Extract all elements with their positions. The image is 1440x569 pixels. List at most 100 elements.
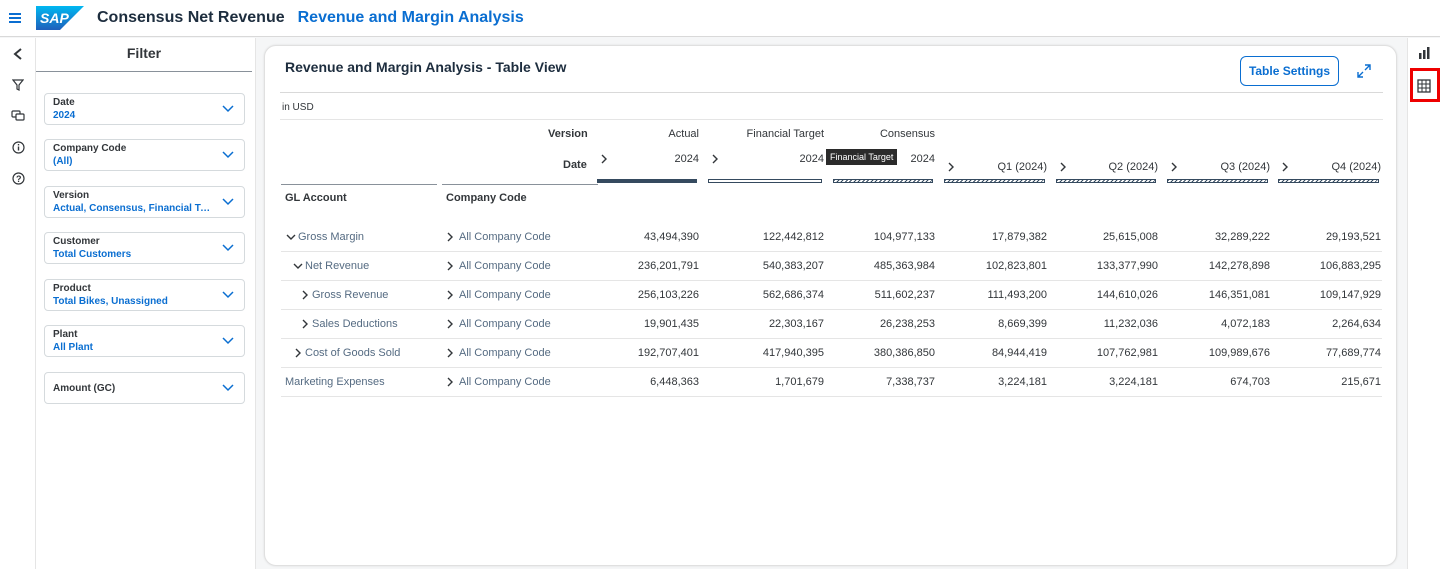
value-cell[interactable]: 77,689,774 — [1325, 347, 1381, 359]
value-cell[interactable]: 17,879,382 — [991, 231, 1047, 243]
filter-amount[interactable]: Amount (GC) — [44, 372, 245, 404]
value-cell[interactable]: 43,494,390 — [643, 231, 699, 243]
value-cell[interactable]: 19,901,435 — [643, 318, 699, 330]
value-cell[interactable]: 32,289,222 — [1214, 231, 1270, 243]
chevron-right-icon[interactable] — [445, 377, 455, 387]
gl-account-cell[interactable]: Gross Margin — [298, 231, 365, 243]
company-code-cell[interactable]: All Company Code — [459, 260, 551, 272]
fullscreen-icon[interactable] — [1357, 64, 1371, 78]
chevron-right-icon[interactable] — [599, 154, 609, 164]
value-cell[interactable]: 26,238,253 — [879, 318, 935, 330]
value-cell[interactable]: 104,977,133 — [873, 231, 935, 243]
value-cell[interactable]: 8,669,399 — [998, 318, 1047, 330]
value-cell[interactable]: 236,201,791 — [637, 260, 699, 272]
filter-label: Company Code — [53, 143, 127, 154]
filter-customer[interactable]: Customer Total Customers — [44, 232, 245, 264]
gl-account-cell[interactable]: Gross Revenue — [312, 289, 389, 301]
value-cell[interactable]: 3,224,181 — [1109, 376, 1158, 388]
chevron-down-icon[interactable] — [222, 288, 234, 300]
chevron-down-icon[interactable] — [222, 381, 234, 393]
value-cell[interactable]: 4,072,183 — [1221, 318, 1270, 330]
chevron-right-icon[interactable] — [445, 261, 455, 271]
gl-account-cell[interactable]: Cost of Goods Sold — [305, 347, 401, 359]
value-cell[interactable]: 674,703 — [1230, 376, 1270, 388]
value-cell[interactable]: 511,602,237 — [874, 289, 935, 301]
value-cell[interactable]: 22,303,167 — [768, 318, 824, 330]
company-code-cell[interactable]: All Company Code — [459, 289, 551, 301]
filter-plant[interactable]: Plant All Plant — [44, 325, 245, 357]
chevron-down-icon[interactable] — [222, 334, 234, 346]
company-code-cell[interactable]: All Company Code — [459, 318, 551, 330]
table-icon[interactable] — [1416, 78, 1432, 94]
info-icon[interactable] — [0, 137, 36, 157]
value-cell[interactable]: 256,103,226 — [637, 289, 699, 301]
chevron-right-icon[interactable] — [1058, 162, 1068, 172]
gl-account-cell[interactable]: Marketing Expenses — [285, 376, 385, 388]
collapse-icon[interactable] — [0, 44, 36, 64]
table-row-divider — [281, 309, 1382, 310]
value-cell[interactable]: 11,232,036 — [1103, 318, 1158, 330]
value-cell[interactable]: 6,448,363 — [650, 376, 699, 388]
gl-account-cell[interactable]: Net Revenue — [305, 260, 370, 272]
value-cell[interactable]: 109,989,676 — [1208, 347, 1270, 359]
value-cell[interactable]: 142,278,898 — [1208, 260, 1270, 272]
value-cell[interactable]: 122,442,812 — [762, 231, 824, 243]
chevron-right-icon[interactable] — [445, 290, 455, 300]
value-cell[interactable]: 84,944,419 — [991, 347, 1047, 359]
value-cell[interactable]: 215,671 — [1341, 376, 1381, 388]
chevron-right-icon[interactable] — [710, 154, 720, 164]
chevron-down-icon[interactable] — [293, 261, 303, 271]
filter-product[interactable]: Product Total Bikes, Unassigned — [44, 279, 245, 311]
chevron-right-icon[interactable] — [445, 232, 455, 242]
chevron-right-icon[interactable] — [445, 319, 455, 329]
chevron-right-icon[interactable] — [946, 162, 956, 172]
company-code-cell[interactable]: All Company Code — [459, 376, 551, 388]
value-cell[interactable]: 29,193,521 — [1325, 231, 1381, 243]
company-code-cell[interactable]: All Company Code — [459, 347, 551, 359]
value-cell[interactable]: 562,686,374 — [762, 289, 824, 301]
menu-icon[interactable] — [0, 0, 30, 37]
value-cell[interactable]: 1,701,679 — [775, 376, 824, 388]
value-cell[interactable]: 25,615,008 — [1102, 231, 1158, 243]
filter-version[interactable]: Version Actual, Consensus, Financial Tar… — [44, 186, 245, 218]
filter-company-code[interactable]: Company Code (All) — [44, 139, 245, 171]
value-cell[interactable]: 102,823,801 — [985, 260, 1047, 272]
value-cell[interactable]: 107,762,981 — [1096, 347, 1158, 359]
value-cell[interactable]: 540,383,207 — [762, 260, 824, 272]
chevron-right-icon[interactable] — [1280, 162, 1290, 172]
filter-icon[interactable] — [0, 75, 36, 95]
value-cell[interactable]: 106,883,295 — [1319, 260, 1381, 272]
chevron-down-icon[interactable] — [222, 148, 234, 160]
help-icon[interactable]: ? — [0, 168, 36, 188]
filter-date[interactable]: Date 2024 — [44, 93, 245, 125]
table-settings-button[interactable]: Table Settings — [1240, 56, 1339, 86]
comments-icon[interactable] — [0, 106, 36, 126]
value-cell[interactable]: 111,493,200 — [987, 289, 1047, 301]
value-cell[interactable]: 417,940,395 — [762, 347, 824, 359]
value-cell[interactable]: 192,707,401 — [637, 347, 699, 359]
gl-account-cell[interactable]: Sales Deductions — [312, 318, 398, 330]
value-cell[interactable]: 146,351,081 — [1208, 289, 1270, 301]
chevron-right-icon[interactable] — [1169, 162, 1179, 172]
value-cell[interactable]: 133,377,990 — [1096, 260, 1158, 272]
chevron-down-icon[interactable] — [222, 241, 234, 253]
value-cell[interactable]: 485,363,984 — [873, 260, 935, 272]
value-cell[interactable]: 380,386,850 — [873, 347, 935, 359]
company-code-cell[interactable]: All Company Code — [459, 231, 551, 243]
value-cell[interactable]: 2,264,634 — [1332, 318, 1381, 330]
selected-highlight — [1410, 68, 1440, 102]
chevron-down-icon[interactable] — [222, 195, 234, 207]
chevron-right-icon[interactable] — [300, 319, 310, 329]
chevron-right-icon[interactable] — [293, 348, 303, 358]
value-cell[interactable]: 109,147,929 — [1319, 289, 1381, 301]
sap-logo[interactable]: SAP — [36, 6, 84, 30]
chart-icon[interactable] — [1416, 45, 1432, 61]
value-cell[interactable]: 7,338,737 — [886, 376, 935, 388]
chevron-right-icon[interactable] — [445, 348, 455, 358]
chevron-down-icon[interactable] — [286, 232, 296, 242]
value-cell[interactable]: 144,610,026 — [1096, 289, 1158, 301]
value-cell[interactable]: 3,224,181 — [998, 376, 1047, 388]
chevron-down-icon[interactable] — [222, 102, 234, 114]
chevron-right-icon[interactable] — [300, 290, 310, 300]
page-title[interactable]: Revenue and Margin Analysis — [297, 9, 524, 26]
